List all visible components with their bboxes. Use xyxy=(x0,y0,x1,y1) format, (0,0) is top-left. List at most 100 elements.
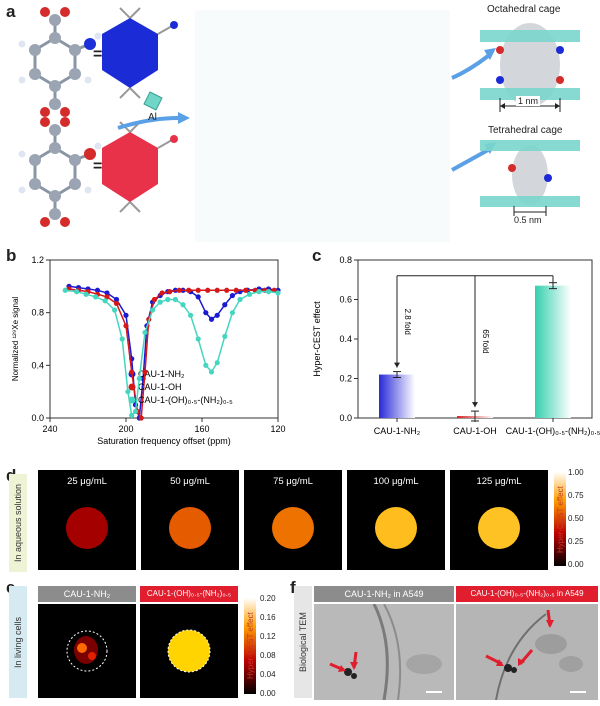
d-concentration-label: 50 μg/mL xyxy=(170,476,210,487)
b-data-point xyxy=(256,289,262,295)
c-category-label: CAU-1-NH₂ xyxy=(374,426,421,436)
amino-linker-atoms xyxy=(18,7,102,117)
b-data-point xyxy=(265,289,272,295)
arrow-to-tetrahedral-icon xyxy=(451,148,489,172)
c-bar xyxy=(535,285,571,418)
b-data-point xyxy=(142,329,148,336)
panel-a-label: a xyxy=(6,2,16,21)
e-colorbar-label: Hyper-CEST effect xyxy=(246,612,255,680)
b-data-point xyxy=(112,307,118,313)
panel-f-label: f xyxy=(290,578,296,597)
d-colorbar-tick-4: 0.00 xyxy=(568,560,584,569)
octahedral-size-label: 1 nm xyxy=(516,96,541,106)
b-data-point xyxy=(195,336,201,342)
d-colorbar-label: Hyper-CEST effect xyxy=(556,486,565,554)
b-data-point xyxy=(176,287,182,293)
c-ytick-label: 0.2 xyxy=(339,374,352,384)
b-xaxis-label: Saturation frequency offset (ppm) xyxy=(97,436,230,446)
panel-d-colorbar xyxy=(554,472,566,566)
b-data-point xyxy=(62,287,68,293)
b-data-point xyxy=(229,310,235,316)
e-image-mixed xyxy=(140,604,238,698)
c-yaxis-label: Hyper-CEST effect xyxy=(312,301,322,377)
b-data-point xyxy=(119,336,125,342)
panel-b-chart: 240 200 160 120 0.0 0.4 0.8 1.2 Saturation frequ… xyxy=(11,255,286,446)
b-data-point xyxy=(237,296,243,303)
panel-e-side-label: In living cells xyxy=(9,586,27,698)
f-tem-image-nh2 xyxy=(314,603,454,701)
b-data-point xyxy=(214,287,220,293)
tetrahedral-cage-label: Tetrahedral cage xyxy=(488,125,563,136)
b-data-point xyxy=(172,296,178,303)
b-data-point xyxy=(186,287,192,293)
panel-c-chart: 0.0 0.2 0.4 0.6 0.8 Hyper-CEST effect CAU-1-NH… xyxy=(312,255,600,436)
c-ytick-label: 0.6 xyxy=(339,295,352,305)
b-ytick-label: 0.0 xyxy=(31,413,44,423)
d-concentration-image: 75 μg/mL xyxy=(244,470,342,570)
red-hexagon-icon xyxy=(102,121,178,213)
b-legend-label: CAU-1-(OH)₀.₅-(NH₂)₀.₅ xyxy=(138,395,233,405)
c-ytick-label: 0.8 xyxy=(339,255,352,265)
d-concentration-image: 100 μg/mL xyxy=(347,470,445,570)
f-header-mixed: CAU-1-(OH)₀.₅-(NH₂)₀.₅ in A549 xyxy=(456,586,598,602)
d-colorbar-tick-1: 0.75 xyxy=(568,491,584,500)
d-colorbar-tick-2: 0.50 xyxy=(568,514,584,523)
d-sample-spot xyxy=(66,507,108,549)
e-image-nh2 xyxy=(38,604,136,698)
b-data-point xyxy=(113,296,120,303)
b-data-point xyxy=(214,360,220,366)
b-xtick-label: 240 xyxy=(42,424,57,434)
c-fold-arrowhead xyxy=(394,362,400,368)
b-data-point xyxy=(222,302,228,308)
octahedral-cage-label: Octahedral cage xyxy=(487,4,561,15)
b-legend-label: CAU-1-NH₂ xyxy=(138,369,185,379)
e-colorbar-tick-3: 0.08 xyxy=(260,651,276,660)
arrow-to-octahedral-icon xyxy=(451,54,490,80)
mof-framework xyxy=(195,10,450,242)
b-data-point xyxy=(246,291,253,297)
b-data-point xyxy=(203,362,209,368)
panel-b-label: b xyxy=(6,246,17,265)
c-bar xyxy=(379,374,415,418)
equals-sign-2: = xyxy=(93,158,103,175)
b-data-point xyxy=(243,287,249,293)
d-concentration-label: 75 μg/mL xyxy=(273,476,313,487)
octahedral-cage-illustration xyxy=(480,23,580,112)
b-xtick-label: 160 xyxy=(194,424,209,434)
b-data-point xyxy=(203,310,209,316)
b-plot-frame xyxy=(49,259,279,419)
b-data-point xyxy=(129,412,135,418)
b-data-point xyxy=(104,294,110,300)
amino-linker-molecule xyxy=(33,20,91,104)
b-data-point xyxy=(188,312,194,318)
synthesis-arrow-icon xyxy=(117,116,179,130)
panel-d-side-label: In aqueous solution xyxy=(9,474,27,572)
hydroxy-linker-molecule xyxy=(33,130,91,214)
c-fold-arrowhead xyxy=(472,402,478,408)
tetrahedral-cage-illustration xyxy=(480,140,580,216)
c-category-label: CAU-1-OH xyxy=(453,426,497,436)
b-legend-marker xyxy=(128,383,136,391)
b-xtick-label: 200 xyxy=(118,424,133,434)
b-data-point xyxy=(142,369,148,375)
al-cluster-icon xyxy=(143,91,163,111)
b-data-point xyxy=(208,316,215,322)
e-colorbar-tick-1: 0.16 xyxy=(260,613,276,622)
b-data-point xyxy=(222,333,228,339)
b-data-point xyxy=(275,290,281,296)
d-concentration-label: 125 μg/mL xyxy=(476,476,522,487)
panel-e-colorbar xyxy=(244,598,256,694)
d-sample-spot xyxy=(478,507,520,549)
b-data-point xyxy=(83,291,89,297)
b-data-point xyxy=(229,292,235,299)
panel-a-illustration xyxy=(18,7,580,242)
f-header-nh2: CAU-1-NH₂ in A549 xyxy=(314,586,454,602)
b-data-point xyxy=(123,323,129,329)
b-data-point xyxy=(208,369,215,375)
equals-sign-1: = xyxy=(93,46,103,63)
b-yaxis-label: Normalized ¹²⁹Xe signal xyxy=(11,297,20,382)
b-ytick-label: 1.2 xyxy=(31,255,44,265)
c-category-label: CAU-1-(OH)₀.₅-(NH₂)₀.₅ xyxy=(506,426,600,436)
b-data-point xyxy=(159,290,165,296)
hydroxy-linker-atoms xyxy=(18,117,102,227)
